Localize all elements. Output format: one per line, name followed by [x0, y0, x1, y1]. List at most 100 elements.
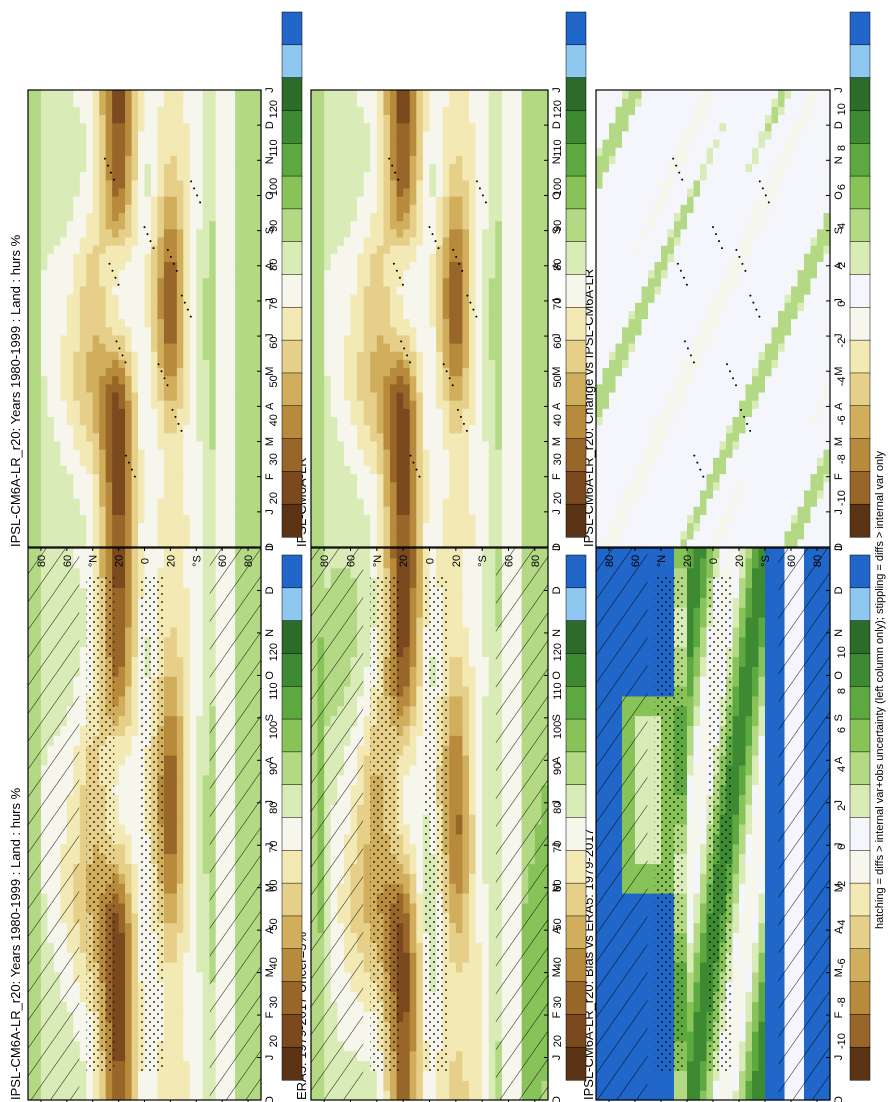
field-cell — [118, 114, 126, 124]
field-cell — [176, 597, 184, 608]
month-tick-label: J — [264, 509, 276, 515]
field-cell — [118, 1060, 126, 1072]
field-cell — [202, 196, 210, 205]
field-cell — [363, 636, 371, 648]
field-cell — [183, 473, 191, 483]
field-cell — [144, 367, 152, 377]
field-cell — [150, 326, 159, 336]
field-cell — [163, 171, 171, 181]
field-cell — [112, 318, 120, 328]
field-cell — [363, 922, 371, 934]
field-cell — [118, 375, 126, 385]
field-cell — [112, 932, 120, 943]
field-cell — [202, 764, 210, 776]
field-cell — [228, 318, 236, 328]
field-cell — [183, 171, 191, 181]
field-cell — [118, 171, 126, 181]
field-cell — [150, 334, 159, 344]
field-cell — [222, 163, 230, 173]
field-cell — [105, 1090, 113, 1101]
field-cell — [209, 489, 217, 499]
field-cell — [189, 375, 197, 385]
field-cell — [209, 277, 217, 287]
field-cell — [248, 253, 256, 262]
field-cell — [363, 893, 371, 904]
field-cell — [235, 498, 243, 507]
field-cell — [157, 1090, 165, 1101]
field-cell — [138, 465, 146, 475]
field-cell — [241, 138, 249, 148]
field-cell — [228, 538, 236, 548]
field-cell — [66, 440, 74, 450]
field-cell — [202, 481, 210, 491]
field-cell — [396, 577, 404, 589]
field-cell — [183, 106, 191, 116]
field-cell — [105, 506, 113, 515]
field-cell — [73, 318, 81, 328]
field-cell — [112, 883, 120, 894]
field-cell — [157, 196, 165, 205]
field-cell — [112, 228, 120, 238]
field-cell — [189, 567, 197, 579]
field-cell — [125, 522, 133, 532]
field-cell — [118, 440, 126, 450]
field-cell — [66, 269, 74, 279]
field-cell — [157, 359, 165, 369]
field-cell — [215, 481, 223, 491]
field-cell — [363, 912, 371, 924]
field-cell — [222, 285, 230, 295]
field-cell — [163, 952, 171, 963]
field-cell — [189, 196, 197, 205]
month-tick-label: J — [264, 545, 276, 551]
field-cell — [170, 774, 178, 786]
field-cell — [99, 98, 107, 107]
field-cell — [125, 228, 133, 238]
field-cell — [189, 114, 197, 124]
field-cell — [176, 473, 184, 483]
field-cell — [150, 557, 159, 569]
field-cell — [254, 506, 262, 515]
field-cell — [150, 196, 159, 205]
field-cell — [34, 334, 42, 344]
field-cell — [228, 130, 236, 140]
field-cell — [125, 804, 133, 815]
field-cell — [202, 705, 210, 717]
field-cell — [125, 784, 133, 796]
field-cell — [235, 481, 243, 491]
field-cell — [202, 695, 210, 707]
field-cell — [189, 902, 197, 914]
field-cell — [189, 147, 197, 156]
field-cell — [131, 1060, 139, 1072]
field-cell — [66, 155, 74, 165]
field-cell — [47, 285, 55, 295]
field-cell — [196, 359, 204, 369]
field-cell — [60, 506, 68, 515]
field-cell — [79, 853, 87, 865]
field-cell — [183, 705, 191, 717]
field-cell — [209, 318, 217, 328]
field-cell — [105, 1070, 113, 1081]
field-cell — [47, 106, 55, 116]
field-cell — [92, 302, 100, 311]
field-cell — [215, 522, 223, 532]
field-cell — [363, 695, 371, 707]
field-cell — [79, 567, 87, 579]
field-cell — [189, 686, 197, 697]
field-cell — [176, 285, 184, 295]
field-cell — [163, 764, 171, 776]
field-cell — [144, 383, 152, 393]
field-cell — [254, 326, 262, 336]
field-cell — [176, 147, 184, 156]
field-cell — [138, 122, 146, 132]
field-cell — [222, 481, 230, 491]
field-cell — [241, 212, 249, 222]
field-cell — [183, 666, 191, 677]
field-cell — [53, 106, 61, 116]
field-cell — [47, 506, 55, 515]
field-cell — [53, 196, 61, 205]
field-cell — [144, 318, 152, 328]
field-cell — [189, 962, 197, 973]
field-cell — [170, 725, 178, 736]
field-cell — [150, 359, 159, 369]
field-cell — [73, 261, 81, 271]
